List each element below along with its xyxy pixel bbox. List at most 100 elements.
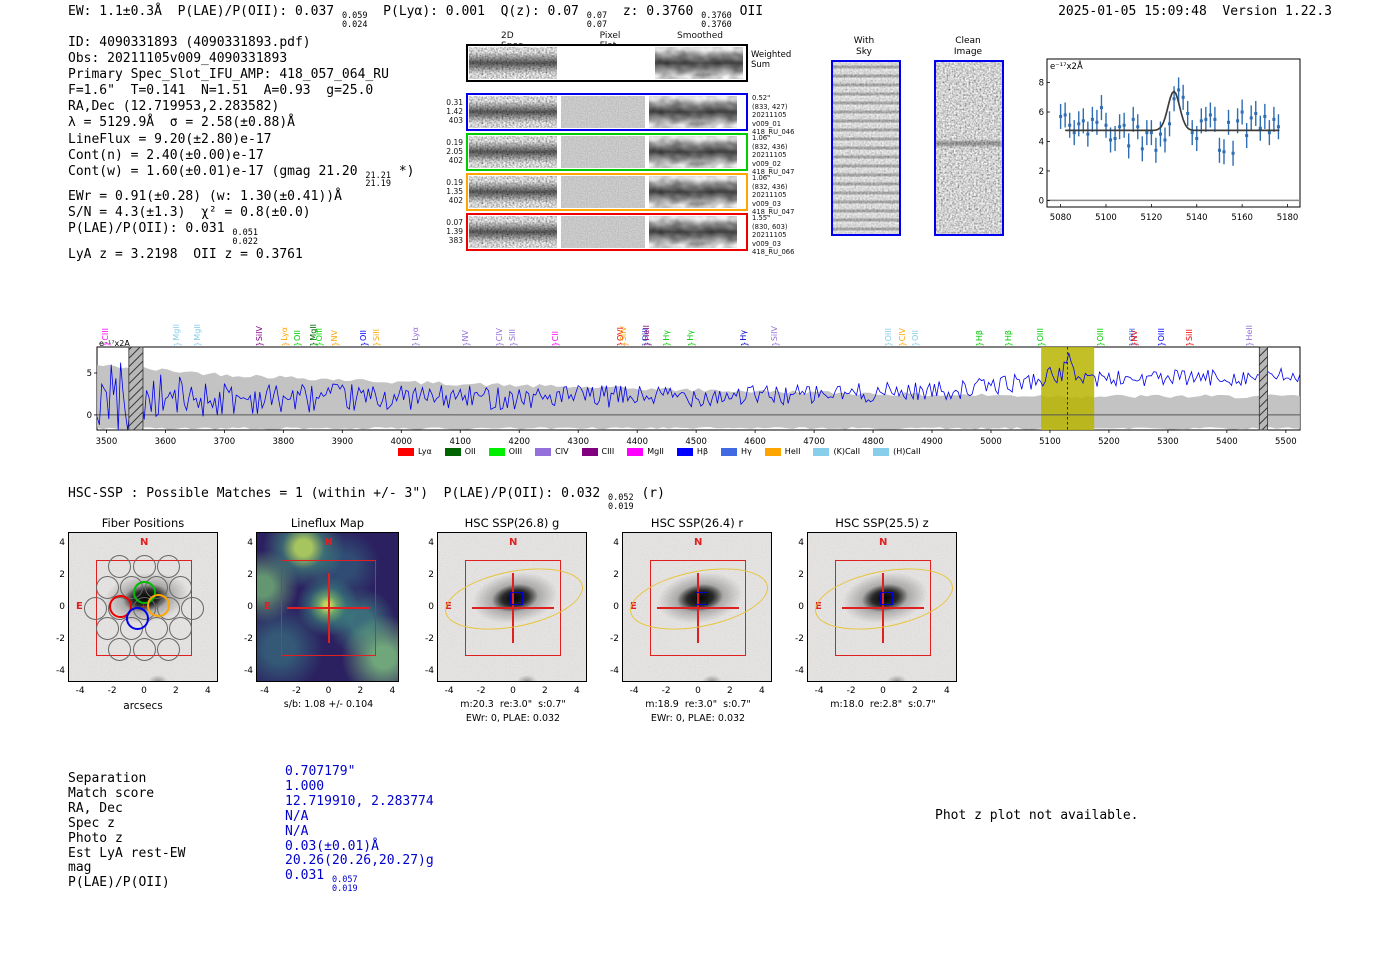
data-point	[1158, 132, 1162, 136]
fiber-circle	[83, 596, 107, 620]
legend-swatch	[398, 447, 414, 456]
data-point	[1222, 150, 1226, 154]
x-tick-label: 5100	[1039, 437, 1061, 447]
x-tick-label: 3800	[273, 437, 295, 447]
noise-texture	[936, 62, 1002, 234]
legend-swatch	[813, 447, 830, 456]
y-tick-label: 4	[59, 538, 65, 549]
data-point	[1095, 120, 1099, 124]
flat-image	[561, 216, 645, 248]
annotation-line: 20211105	[752, 231, 787, 240]
legend-swatch	[444, 447, 461, 456]
annotation-line: (833, 427)	[752, 102, 788, 111]
x-tick-label: 3900	[331, 437, 353, 447]
data-point	[1113, 137, 1117, 141]
emission-line-name: OIII	[883, 327, 893, 341]
faint-background-source	[884, 673, 911, 681]
legend-label: MgII	[647, 447, 664, 456]
data-point	[1177, 88, 1181, 92]
cutout-title: Fiber Positions	[101, 516, 185, 530]
spec2d-image	[469, 216, 557, 248]
weight-value: 1.35	[446, 187, 463, 196]
weight-value: 402	[448, 156, 463, 165]
x-tick-label: 5160	[1231, 213, 1253, 223]
x-tick-label: 4	[389, 686, 396, 696]
data-point	[1208, 113, 1212, 117]
data-point	[1122, 123, 1126, 127]
compass-north-label: N	[324, 537, 333, 548]
extraction-region-square	[280, 560, 377, 656]
annotation-line: 20211105	[752, 111, 787, 120]
x-tick-label: 4600	[744, 437, 766, 447]
clean-image	[934, 60, 1004, 236]
annotation-line: 20211105	[752, 191, 787, 200]
match-row-label: Separation	[68, 771, 147, 786]
spectral-trace-band	[655, 47, 743, 79]
x-tick-label: 2	[727, 686, 733, 696]
x-tick-label: -4	[75, 686, 85, 696]
info-line: F=1.6" T=0.141 N=1.51 A=0.93 g=25.0	[68, 83, 374, 99]
center-marker: +	[140, 602, 148, 612]
fiber-row-annotation: 0.52" (833, 427) 20211105 v009_01 418_RU_046	[752, 94, 794, 137]
y-tick-label: -2	[795, 633, 804, 644]
data-point	[1236, 119, 1240, 123]
y-tick-label: 0	[59, 602, 65, 612]
fiber-circle	[156, 554, 180, 578]
x-tick-label: 0	[141, 686, 147, 696]
compass-east-label: E	[445, 601, 452, 612]
data-point	[1272, 117, 1276, 121]
noise-texture	[561, 136, 645, 168]
spectral-trace-band	[469, 216, 557, 248]
x-tick-label: 4100	[449, 437, 471, 447]
cutout-panel-fiber-positions: Fiber Positions N E + -4 -4 -2 -2 0 0 2 2 4 4 arcsecs	[56, 516, 218, 712]
y-tick-label: -4	[56, 665, 65, 676]
data-point	[1195, 137, 1199, 141]
fiber-circle	[96, 575, 120, 599]
compass-north-label: N	[140, 537, 149, 548]
y-axis-units-label: e⁻¹⁷x2Å	[1050, 60, 1083, 72]
y-tick-label: 0	[798, 602, 804, 612]
data-point	[1240, 110, 1244, 114]
legend-swatch	[488, 447, 505, 456]
weight-value: 0.19	[446, 138, 463, 147]
data-point	[1227, 120, 1231, 124]
y-tick-label: 4	[613, 538, 619, 549]
stacked-uncertainty: 0.07 0.07	[586, 11, 608, 30]
match-row-value: 12.719910, 2.283774	[285, 793, 434, 809]
data-point	[1267, 131, 1271, 135]
data-point	[1145, 131, 1149, 135]
match-row-label: Photo z	[68, 830, 123, 846]
cutout-title: HSC SSP(25.5) z	[835, 516, 929, 530]
emission-line-name: SiIV	[619, 325, 629, 341]
data-point	[1136, 125, 1140, 129]
legend-item: (K)CaII	[813, 447, 860, 456]
data-point	[1204, 117, 1208, 121]
fiber-circle	[168, 575, 192, 599]
extraction-region-square	[650, 560, 746, 656]
legend-item: MgII	[627, 447, 664, 456]
match-row-value: 20.26(20.26,20.27)g	[285, 853, 434, 869]
y-axis-units-label: e⁻¹⁷x2Å	[99, 340, 130, 348]
spectral-trace-band	[469, 96, 557, 128]
masked-region-bar	[128, 346, 144, 431]
legend-label: OII	[464, 447, 476, 456]
weight-value: 403	[448, 116, 463, 125]
noise-texture	[561, 176, 645, 208]
legend-item: OIII	[488, 447, 522, 456]
noise-texture	[561, 216, 645, 248]
noise-rect	[561, 136, 645, 168]
x-tick-label: 5400	[1216, 437, 1238, 447]
emission-line-name: CIV	[897, 327, 907, 341]
info-line: Cont(n) = 2.40(±0.00)e-17	[68, 147, 264, 163]
annotation-line: v009_03	[752, 239, 782, 248]
x-tick-label: -4	[444, 686, 454, 696]
fiber-circle	[108, 554, 132, 578]
data-point	[1104, 123, 1108, 127]
data-point	[1217, 148, 1221, 152]
data-point	[1059, 114, 1063, 118]
compass-east-label: E	[264, 601, 271, 612]
match-row-label: Spec z	[68, 815, 115, 831]
weighted-fiber-circle	[132, 581, 156, 605]
annotation-line: 1.06"	[752, 134, 771, 142]
y-tick-label: 4	[798, 538, 804, 549]
